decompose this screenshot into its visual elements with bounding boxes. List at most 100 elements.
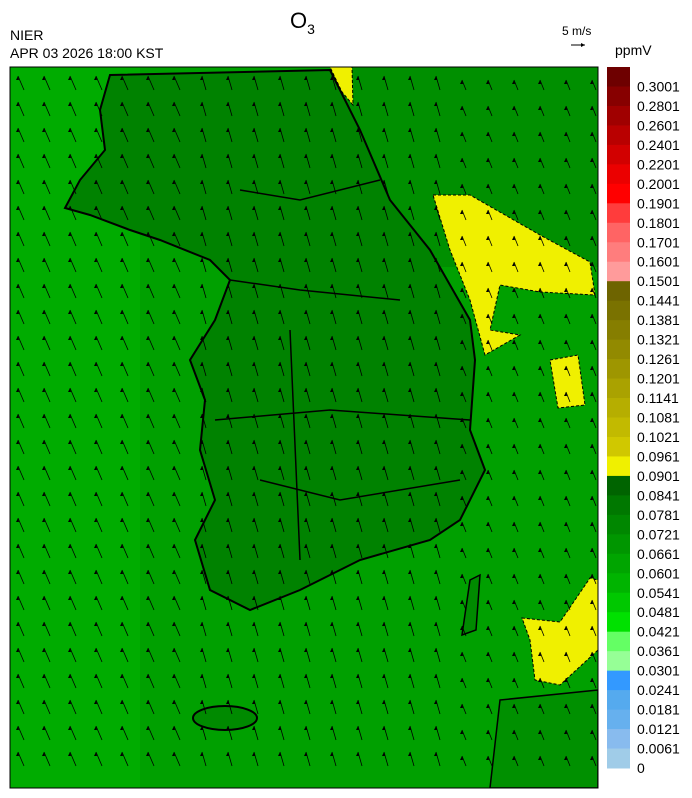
wind-arrow (305, 361, 311, 377)
wind-arrowhead (434, 102, 437, 106)
wind-arrowhead (304, 700, 307, 704)
wind-arrow (357, 205, 363, 221)
wind-arrowhead (146, 336, 149, 340)
wind-arrow (539, 469, 545, 481)
wind-arrowhead (42, 258, 45, 262)
wind-arrow (253, 621, 259, 637)
wind-arrow (17, 257, 25, 273)
wind-arrow (331, 725, 337, 741)
wind-arrowhead (68, 726, 71, 730)
wind-arrowhead (434, 596, 437, 600)
colorbar-box (607, 709, 630, 730)
colorbar-label: 0.1601 (637, 254, 680, 270)
wind-arrow (591, 547, 597, 559)
wind-arrowhead (146, 206, 149, 210)
wind-arrow (487, 287, 493, 299)
wind-arrowhead (460, 652, 463, 656)
wind-arrowhead (512, 184, 515, 188)
wind-arrow (227, 335, 233, 351)
wind-arrowhead (120, 128, 123, 132)
colorbar-label: 0.1381 (637, 312, 680, 328)
wind-arrowhead (434, 310, 437, 314)
wind-arrowhead (408, 232, 411, 236)
wind-arrow (147, 621, 155, 637)
wind-arrow (173, 257, 181, 273)
wind-arrowhead (434, 518, 437, 522)
wind-arrowhead (512, 236, 515, 240)
wind-arrow (461, 495, 467, 507)
wind-arrow (513, 183, 519, 195)
wind-arrowhead (590, 678, 593, 682)
wind-arrowhead (538, 210, 541, 214)
wind-arrowhead (16, 362, 19, 366)
wind-arrow (17, 179, 25, 195)
wind-arrowhead (172, 206, 175, 210)
wind-arrowhead (356, 232, 359, 236)
colorbar-label: 0.0781 (637, 507, 680, 523)
wind-arrow (565, 417, 571, 429)
wind-arrow (69, 673, 77, 689)
wind-arrowhead (94, 284, 97, 288)
wind-arrow (409, 179, 415, 195)
wind-arrowhead (356, 206, 359, 210)
wind-arrowhead (564, 392, 567, 396)
wind-arrow (279, 205, 285, 221)
wind-arrow (435, 491, 441, 507)
wind-arrow (461, 209, 467, 221)
wind-arrowhead (330, 76, 333, 80)
wind-arrowhead (200, 622, 203, 626)
wind-arrowhead (68, 362, 71, 366)
wind-arrow (435, 725, 441, 741)
wind-arrowhead (460, 392, 463, 396)
wind-arrow (121, 647, 129, 663)
wind-arrowhead (120, 414, 123, 418)
wind-arrow (539, 313, 545, 325)
wind-arrow (565, 105, 571, 117)
wind-arrow (539, 183, 545, 195)
wind-arrowhead (356, 414, 359, 418)
wind-arrowhead (200, 648, 203, 652)
wind-arrow (435, 387, 441, 403)
wind-arrow (513, 547, 519, 559)
wind-arrow (43, 621, 51, 637)
wind-arrowhead (94, 648, 97, 652)
wind-arrowhead (330, 596, 333, 600)
wind-arrowhead (200, 258, 203, 262)
wind-arrowhead (486, 470, 489, 474)
wind-arrow (591, 131, 597, 143)
wind-arrowhead (512, 470, 515, 474)
wind-arrowhead (68, 310, 71, 314)
wind-arrow (201, 153, 207, 169)
wind-arrowhead (226, 726, 229, 730)
wind-arrow (565, 313, 571, 325)
wind-arrowhead (146, 310, 149, 314)
wind-arrow (43, 699, 51, 715)
wind-arrow (383, 387, 389, 403)
colorbar-label: 0.1321 (637, 332, 680, 348)
wind-arrowhead (538, 80, 541, 84)
colorbar-box (607, 690, 630, 711)
wind-arrowhead (226, 180, 229, 184)
wind-arrow (461, 469, 467, 481)
wind-arrowhead (382, 232, 385, 236)
wind-arrow (279, 283, 285, 299)
wind-arrow (513, 365, 519, 377)
wind-arrow (173, 725, 181, 741)
wind-arrowhead (42, 648, 45, 652)
wind-arrow (539, 105, 545, 117)
wind-arrow (409, 725, 415, 741)
wind-arrowhead (94, 258, 97, 262)
wind-arrow (461, 339, 467, 351)
wind-arrow (43, 205, 51, 221)
wind-arrow (279, 101, 285, 117)
wind-arrowhead (146, 128, 149, 132)
wind-arrowhead (172, 726, 175, 730)
wind-arrow (95, 595, 103, 611)
wind-arrow (513, 703, 519, 715)
wind-arrow (305, 673, 311, 689)
wind-arrow (513, 313, 519, 325)
wind-arrowhead (42, 752, 45, 756)
wind-arrow (69, 647, 77, 663)
wind-arrowhead (538, 522, 541, 526)
